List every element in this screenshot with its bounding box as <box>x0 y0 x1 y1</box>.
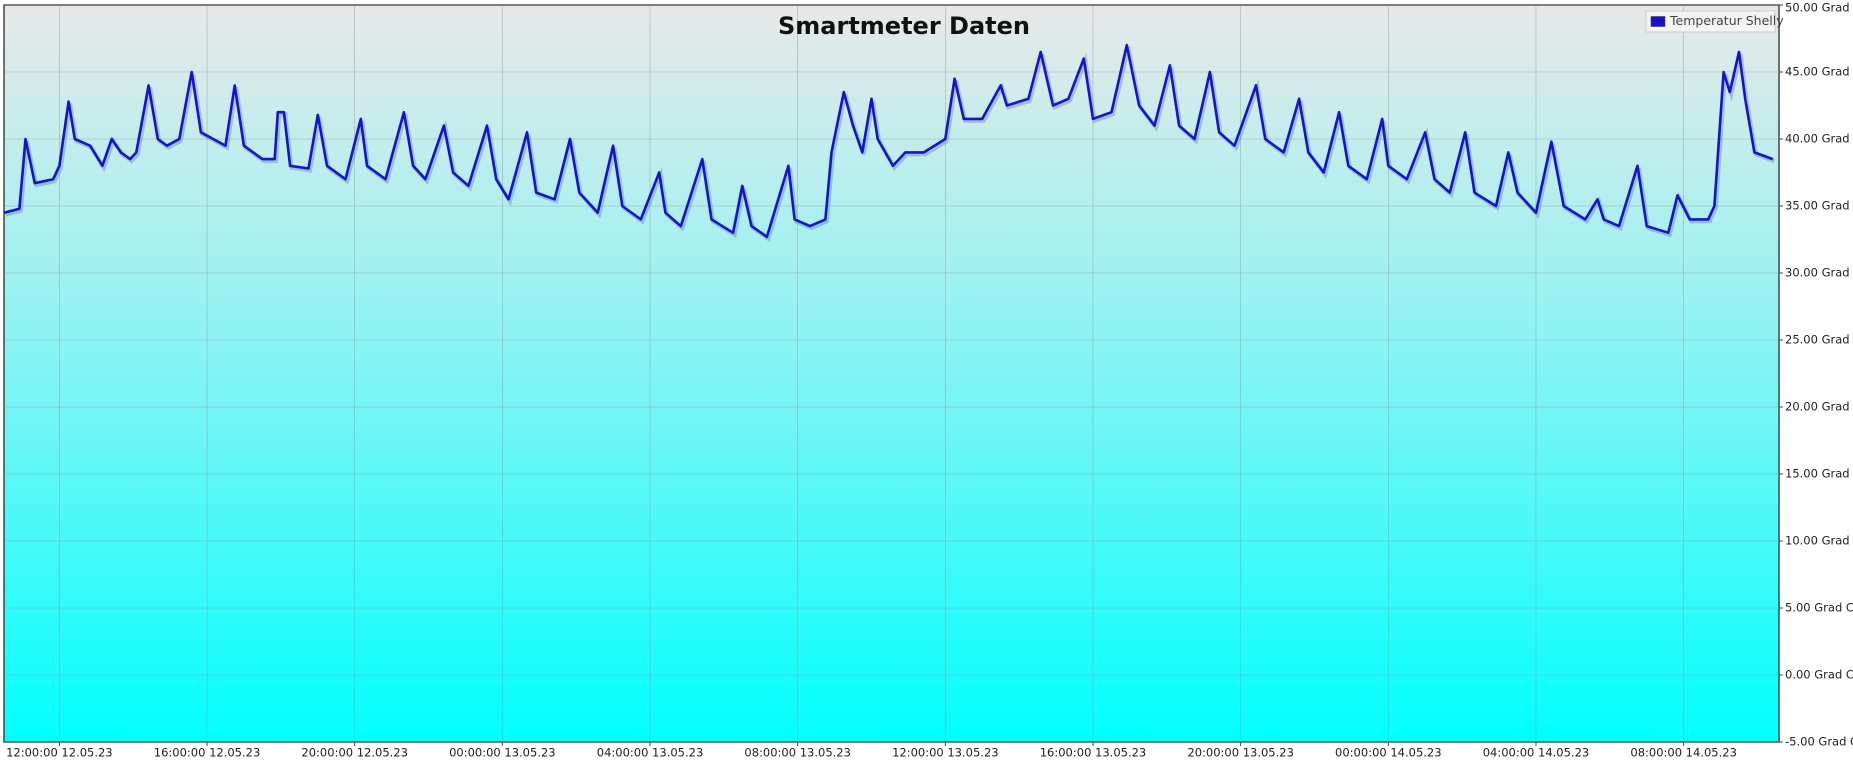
chart-title: Smartmeter Daten <box>778 12 1030 40</box>
x-tick-label: 12:00:00 12.05.23 <box>6 746 113 760</box>
y-tick-label: 50.00 Grad C <box>1785 1 1853 15</box>
data-line <box>3 43 1774 239</box>
y-tick-label: 45.00 Grad C <box>1785 65 1853 79</box>
x-tick-label: 20:00:00 12.05.23 <box>301 746 408 760</box>
y-tick-label: 35.00 Grad C <box>1785 199 1853 213</box>
x-tick-label: 08:00:00 14.05.23 <box>1630 746 1737 760</box>
y-tick-label: -5.00 Grad C <box>1785 735 1853 749</box>
x-tick-label: 12:00:00 13.05.23 <box>892 746 999 760</box>
x-tick-label: 08:00:00 13.05.23 <box>744 746 851 760</box>
x-tick-label: 00:00:00 14.05.23 <box>1335 746 1442 760</box>
x-tick-label: 00:00:00 13.05.23 <box>449 746 556 760</box>
legend-swatch <box>1650 16 1666 27</box>
grid <box>4 4 1779 743</box>
y-tick-label: 30.00 Grad C <box>1785 266 1853 280</box>
legend-label: Temperatur Shelly <box>1669 13 1784 28</box>
y-tick-label: 0.00 Grad C <box>1785 668 1853 682</box>
x-tick-label: 04:00:00 14.05.23 <box>1483 746 1590 760</box>
y-tick-label: 5.00 Grad C <box>1785 601 1853 615</box>
x-tick-label: 04:00:00 13.05.23 <box>597 746 704 760</box>
y-tick-label: 20.00 Grad C <box>1785 400 1853 414</box>
marks <box>3 43 1775 243</box>
x-tick-label: 16:00:00 12.05.23 <box>154 746 261 760</box>
plot-area <box>3 4 1780 743</box>
y-tick-label: 10.00 Grad C <box>1785 534 1853 548</box>
x-tick-label: 16:00:00 13.05.23 <box>1040 746 1147 760</box>
y-tick-label: 15.00 Grad C <box>1785 467 1853 481</box>
x-tick-label: 20:00:00 13.05.23 <box>1187 746 1294 760</box>
y-tick-label: 40.00 Grad C <box>1785 132 1853 146</box>
y-tick-label: 25.00 Grad C <box>1785 333 1853 347</box>
legend-box <box>1645 10 1776 33</box>
